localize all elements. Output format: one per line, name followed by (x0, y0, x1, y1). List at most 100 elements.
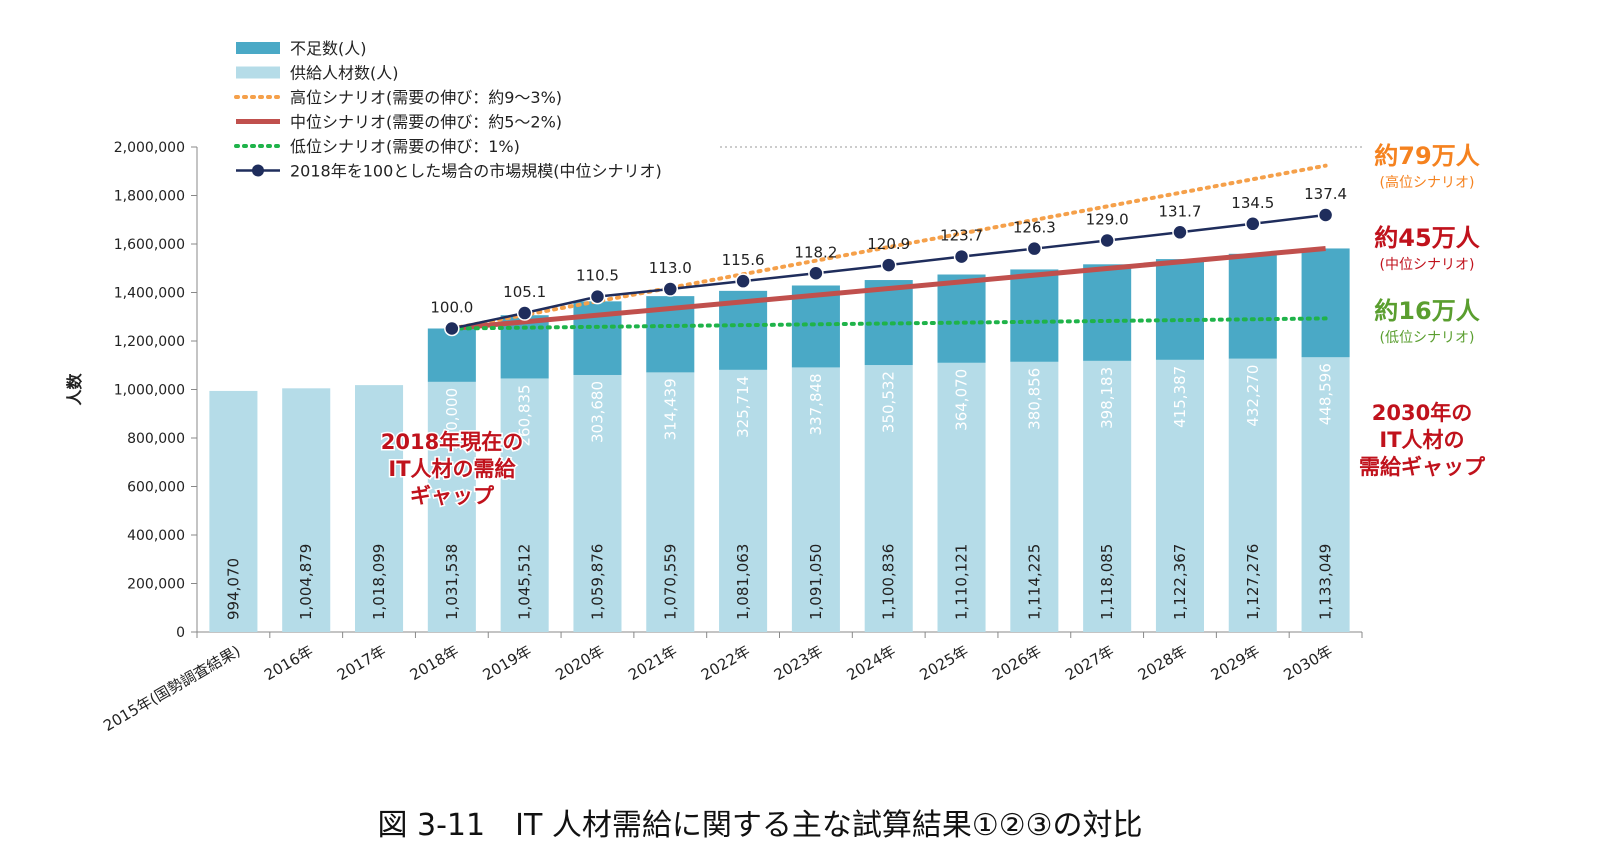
shortage-bar (1228, 253, 1277, 359)
legend-low-label: 低位シナリオ(需要の伸び：1%) (290, 137, 520, 156)
supply-value-label: 1,118,085 (1098, 544, 1116, 620)
bars: 994,070 1,004,879 1,018,099 1,031,538 220,00… (209, 248, 1350, 632)
supply-value-label: 1,114,225 (1025, 544, 1043, 620)
supply-bar (864, 365, 913, 632)
x-tick-label: 2022年 (698, 642, 753, 684)
market-point (735, 273, 751, 289)
supply-value-label: 1,100,836 (880, 544, 898, 620)
supply-bar (355, 385, 404, 632)
market-value-label: 126.3 (1013, 219, 1056, 237)
y-tick-label: 2,000,000 (114, 140, 185, 156)
annotation-high-sub: (高位シナリオ) (1380, 174, 1475, 191)
annotation-low-main: 約16万人 (1374, 297, 1479, 325)
supply-bar (1083, 360, 1132, 632)
x-tick-label: 2017年 (334, 642, 389, 684)
supply-value-label: 1,004,879 (297, 544, 315, 620)
market-index-line: 100.0 105.1 110.5 113.0 115.6 118.2 120.9 123.7… (430, 185, 1347, 337)
annotation-high-main: 約79万人 (1374, 142, 1479, 170)
y-tick-label: 0 (176, 625, 185, 641)
supply-value-label: 1,081,063 (734, 544, 752, 620)
shortage-value-label: 432,270 (1244, 365, 1262, 427)
shortage-value-label: 260,835 (516, 384, 534, 446)
supply-bar (791, 367, 840, 632)
annotation-gap-2018: IT人材の需給 (388, 457, 516, 481)
legend-market-marker (252, 164, 264, 177)
legend-market-label: 2018年を100とした場合の市場規模(中位シナリオ) (290, 162, 662, 181)
x-tick-label: 2024年 (844, 642, 899, 684)
legend-supply-swatch (236, 66, 280, 79)
shortage-bar (864, 280, 913, 366)
market-value-label: 120.9 (867, 235, 910, 253)
legend-supply-label: 供給人材数(人) (290, 64, 399, 83)
market-value-label: 123.7 (940, 227, 983, 245)
figure-caption: 図 3-11 IT 人材需給に関する主な試算結果①②③の対比 (377, 808, 1142, 843)
market-value-label: 113.0 (649, 259, 692, 277)
shortage-value-label: 350,532 (880, 371, 898, 433)
x-tick-label: 2019年 (480, 642, 535, 684)
legend-shortage-swatch (236, 42, 280, 54)
shortage-value-label: 337,848 (807, 373, 825, 435)
shortage-bar (427, 328, 476, 382)
supply-value-label: 1,127,276 (1244, 544, 1262, 620)
x-tick-label: 2015年(国勢調査結果) (100, 642, 243, 735)
supply-value-label: 1,059,876 (588, 544, 606, 620)
supply-bar (427, 381, 476, 632)
x-tick-label: 2025年 (916, 642, 971, 684)
market-point (953, 248, 970, 265)
y-tick-label: 1,400,000 (114, 286, 185, 302)
supply-value-label: 1,133,049 (1317, 544, 1335, 620)
supply-bar (1010, 361, 1059, 632)
shortage-value-label: 448,596 (1317, 363, 1335, 425)
shortage-value-label: 415,387 (1171, 366, 1189, 428)
shortage-value-label: 303,680 (588, 381, 606, 443)
supply-bar (1155, 359, 1204, 632)
supply-value-label: 1,031,538 (443, 544, 461, 620)
market-point (1245, 216, 1261, 232)
supply-bar (937, 362, 986, 632)
market-value-label: 100.0 (430, 299, 473, 317)
shortage-value-label: 220,000 (443, 388, 461, 450)
x-tick-label: 2027年 (1062, 642, 1117, 684)
y-tick-label: 200,000 (127, 577, 185, 593)
scenario-line-1 (451, 245, 1326, 331)
shortage-value-label: 398,183 (1098, 367, 1116, 429)
annotation-mid-sub: (中位シナリオ) (1380, 257, 1475, 273)
shortage-value-label: 380,856 (1025, 368, 1043, 430)
scenario-lines (449, 163, 1328, 331)
legend-mid-label: 中位シナリオ(需要の伸び：約5～2%) (290, 113, 562, 132)
supply-value-label: 1,018,099 (370, 544, 388, 620)
shortage-value-label: 364,070 (953, 369, 971, 431)
y-tick-label: 600,000 (127, 480, 185, 496)
supply-bar (573, 374, 622, 632)
market-point (1099, 232, 1115, 249)
supply-value-label: 994,070 (224, 558, 242, 620)
annotation-low-sub: (低位シナリオ) (1380, 330, 1475, 346)
annotation-mid-main: 約45万人 (1374, 224, 1479, 252)
y-tick-label: 1,200,000 (114, 334, 185, 350)
market-point (589, 288, 606, 305)
x-tick-label: 2030年 (1281, 642, 1336, 684)
market-point (662, 281, 679, 297)
supply-bar (1228, 358, 1277, 632)
y-tick-label: 1,800,000 (114, 189, 185, 205)
market-value-label: 134.5 (1231, 194, 1274, 212)
market-value-label: 105.1 (503, 283, 546, 301)
market-value-label: 115.6 (722, 251, 765, 269)
supply-value-label: 1,045,512 (516, 544, 534, 620)
market-point (1172, 224, 1188, 241)
y-tick-label: 1,000,000 (114, 383, 185, 399)
legend-shortage-label: 不足数(人) (290, 39, 367, 58)
x-tick-label: 2029年 (1208, 642, 1263, 684)
annotation-gap-2030: 2030年の (1372, 401, 1472, 425)
shortage-bar (1301, 248, 1350, 358)
market-point (808, 265, 824, 282)
legend-high-label: 高位シナリオ(需要の伸び：約9～3%) (290, 88, 562, 107)
shortage-bar (1155, 259, 1204, 360)
annotations: 約79万人 (高位シナリオ) 約45万人 (中位シナリオ) 約16万人 (低位シナリオ) 2… (379, 142, 1486, 510)
legend: 不足数(人) 供給人材数(人) 高位シナリオ(需要の伸び：約9～3%) 中位シナリオ(… (234, 39, 662, 181)
annotation-gap-2018: 2018年現在の (381, 430, 523, 454)
shortage-value-label: 314,439 (661, 378, 679, 440)
market-value-label: 129.0 (1086, 210, 1129, 228)
market-value-label: 131.7 (1158, 202, 1201, 220)
